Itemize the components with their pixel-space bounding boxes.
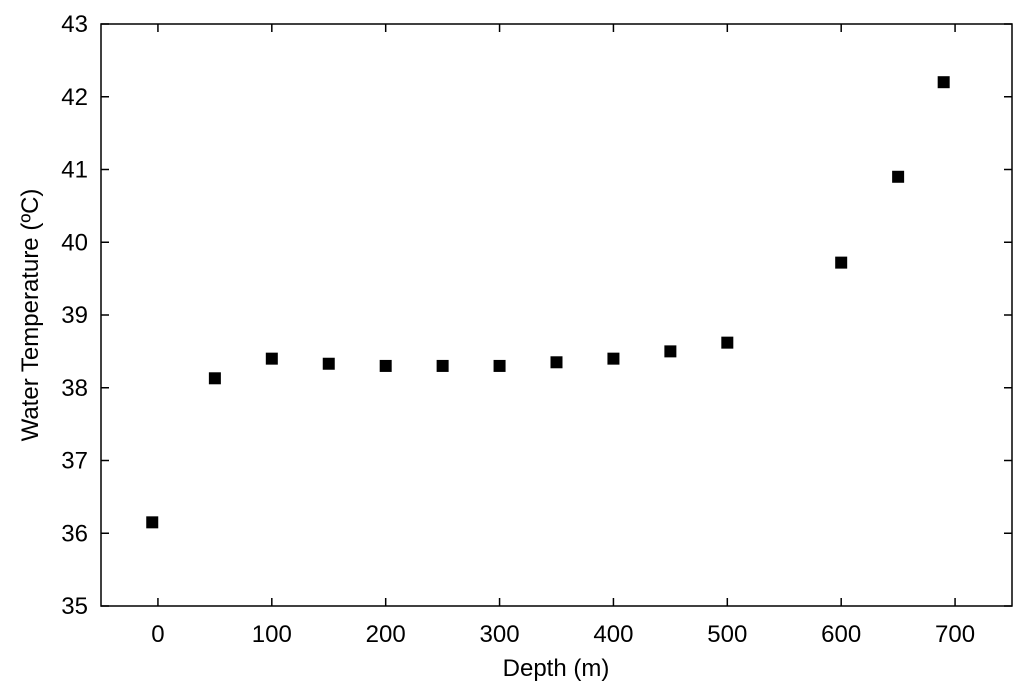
x-tick-label: 0 bbox=[151, 621, 164, 648]
y-tick-label: 37 bbox=[61, 448, 88, 475]
data-point bbox=[493, 359, 506, 372]
data-point bbox=[208, 372, 221, 385]
data-point bbox=[892, 170, 905, 183]
data-point bbox=[265, 352, 278, 365]
x-tick-label: 700 bbox=[935, 621, 975, 648]
data-point bbox=[664, 345, 677, 358]
x-tick-label: 100 bbox=[252, 621, 292, 648]
data-points bbox=[146, 76, 950, 529]
y-tick-label: 43 bbox=[61, 11, 88, 38]
y-tick-label: 40 bbox=[61, 229, 88, 256]
data-point bbox=[550, 356, 563, 369]
data-point bbox=[607, 352, 620, 365]
data-point bbox=[721, 336, 734, 349]
y-tick-label: 41 bbox=[61, 157, 88, 184]
x-tick-label: 600 bbox=[821, 621, 861, 648]
y-tick-label: 39 bbox=[61, 302, 88, 329]
x-axis-label: Depth (m) bbox=[503, 655, 610, 682]
x-tick-label: 200 bbox=[366, 621, 406, 648]
data-point bbox=[379, 359, 392, 372]
y-axis-label: Water Temperature (ºC) bbox=[17, 189, 44, 442]
y-tick-label: 42 bbox=[61, 84, 88, 111]
data-point bbox=[436, 359, 449, 372]
axis-ticks bbox=[101, 23, 1012, 607]
data-point bbox=[835, 256, 848, 269]
x-tick-label: 500 bbox=[707, 621, 747, 648]
data-point bbox=[937, 76, 950, 89]
y-tick-label: 36 bbox=[61, 520, 88, 547]
axis-tick-labels: 0 100 200 300 400 500 600 700 35 36 37 38 39 40 41 42 43 bbox=[61, 11, 975, 648]
x-tick-label: 400 bbox=[593, 621, 633, 648]
x-tick-label: 300 bbox=[480, 621, 520, 648]
y-tick-label: 35 bbox=[61, 593, 88, 620]
y-tick-label: 38 bbox=[61, 375, 88, 402]
data-point bbox=[146, 516, 159, 529]
plot-frame bbox=[100, 23, 1013, 607]
data-point bbox=[322, 357, 335, 370]
